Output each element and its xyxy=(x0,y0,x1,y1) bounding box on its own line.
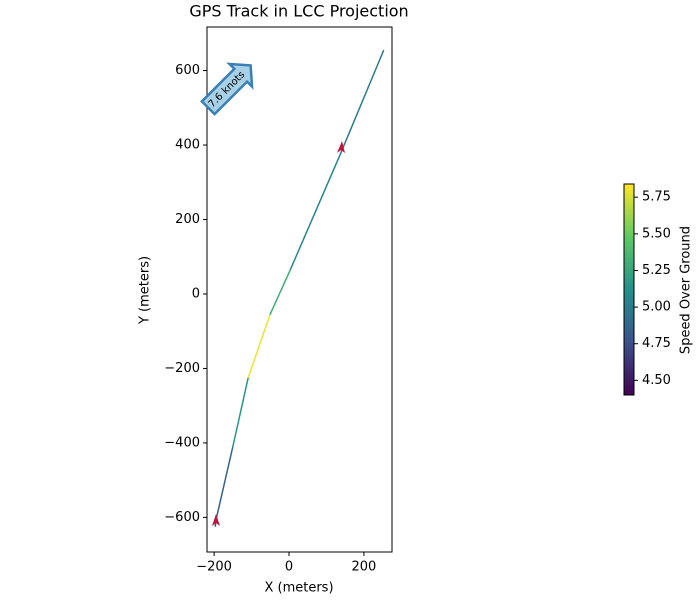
y-tick-label: 0 xyxy=(192,286,200,301)
colorbar-tick-label: 5.50 xyxy=(642,226,671,241)
chart-title: GPS Track in LCC Projection xyxy=(189,2,408,21)
track-segment xyxy=(247,314,271,378)
track-segment xyxy=(269,269,291,316)
track-segment xyxy=(289,154,341,271)
x-tick-label: 200 xyxy=(351,560,376,575)
y-tick-label: −400 xyxy=(164,435,200,450)
colorbar-label: Speed Over Ground xyxy=(679,226,694,354)
y-axis-label: Y (meters) xyxy=(138,256,153,325)
plot-frame xyxy=(206,26,393,553)
direction-marker xyxy=(212,514,220,526)
y-tick-label: 400 xyxy=(175,138,200,153)
x-tick-label: 0 xyxy=(285,560,293,575)
annotation-shape xyxy=(200,62,254,116)
colorbar-tick-label: 4.75 xyxy=(642,336,671,351)
colorbar-tick-label: 5.25 xyxy=(642,263,671,278)
y-tick-label: −200 xyxy=(164,361,200,376)
track-segment xyxy=(339,49,385,156)
colorbar xyxy=(623,183,635,396)
colorbar-tick-label: 5.75 xyxy=(642,190,671,205)
y-tick-label: −600 xyxy=(164,510,200,525)
y-tick-label: 600 xyxy=(175,63,200,78)
x-axis-label: X (meters) xyxy=(264,581,333,596)
direction-marker xyxy=(337,141,345,153)
x-tick-label: −200 xyxy=(196,560,232,575)
colorbar-tick-label: 5.00 xyxy=(642,300,671,315)
y-tick-label: 200 xyxy=(175,212,200,227)
track-segment xyxy=(232,377,249,447)
track-segment xyxy=(215,446,234,521)
colorbar-tick-label: 4.50 xyxy=(642,373,671,388)
